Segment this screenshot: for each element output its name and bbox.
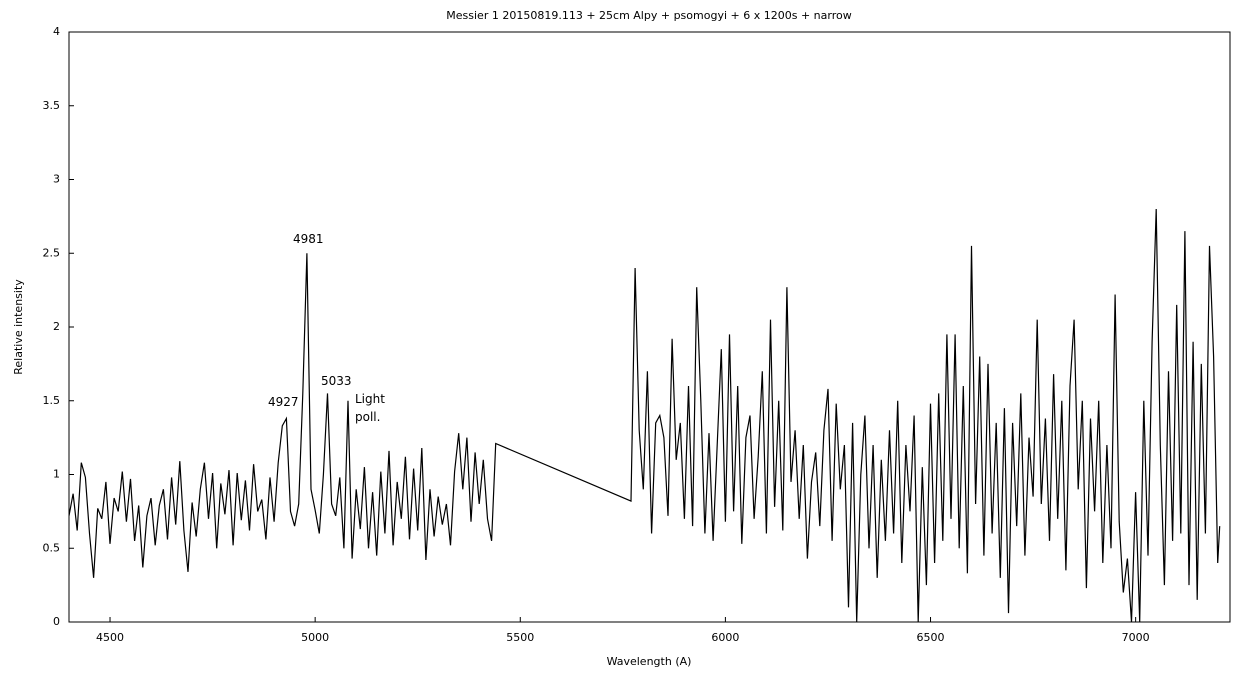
y-tick-label: 0: [53, 615, 60, 628]
spectrum-line: [69, 208, 1221, 622]
x-tick-label: 5500: [506, 631, 534, 644]
y-tick-label: 4: [53, 25, 60, 38]
y-tick-label: 1: [53, 468, 60, 481]
y-tick-label: 0.5: [43, 541, 61, 554]
x-axis-label: Wavelength (A): [607, 655, 692, 668]
y-axis-label: Relative intensity: [12, 279, 25, 375]
x-tick-label: 5000: [301, 631, 329, 644]
x-tick-label: 6000: [711, 631, 739, 644]
y-tick-label: 3: [53, 173, 60, 186]
chart-title: Messier 1 20150819.113 + 25cm Alpy + pso…: [446, 9, 851, 22]
annotation: 4927: [268, 395, 299, 409]
x-tick-label: 4500: [96, 631, 124, 644]
annotation: 4981: [293, 232, 324, 246]
y-tick-label: 1.5: [43, 394, 61, 407]
y-tick-label: 2.5: [43, 246, 61, 259]
y-tick-label: 2: [53, 320, 60, 333]
x-tick-label: 6500: [917, 631, 945, 644]
annotation: Light poll.: [355, 392, 385, 424]
plot-frame: [68, 31, 1231, 623]
x-tick-label: 7000: [1122, 631, 1150, 644]
annotation: 5033: [321, 374, 352, 388]
y-tick-label: 3.5: [43, 99, 61, 112]
